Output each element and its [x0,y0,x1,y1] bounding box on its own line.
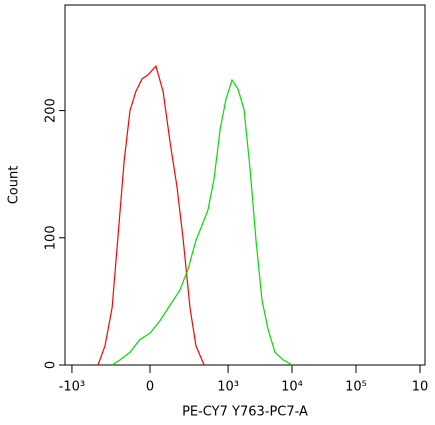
plot-frame [64,4,426,366]
y-tick-label: 100 [44,225,59,250]
x-axis-label: PE-CY7 Y763-PC7-A [182,405,308,420]
y-axis-label: Count [7,166,22,205]
x-tick-label: 10 [412,380,429,395]
x-tick-label: 10³ [217,380,239,395]
x-tick-label: 10⁴ [281,380,303,395]
x-tick-label: -10³ [59,380,85,395]
y-tick-label: 200 [44,98,59,123]
x-tick-label: 10⁵ [345,380,367,395]
histogram-line [97,64,205,366]
y-tick-label: 0 [44,361,59,369]
histogram-line [111,78,293,366]
x-tick-label: 0 [146,380,154,395]
